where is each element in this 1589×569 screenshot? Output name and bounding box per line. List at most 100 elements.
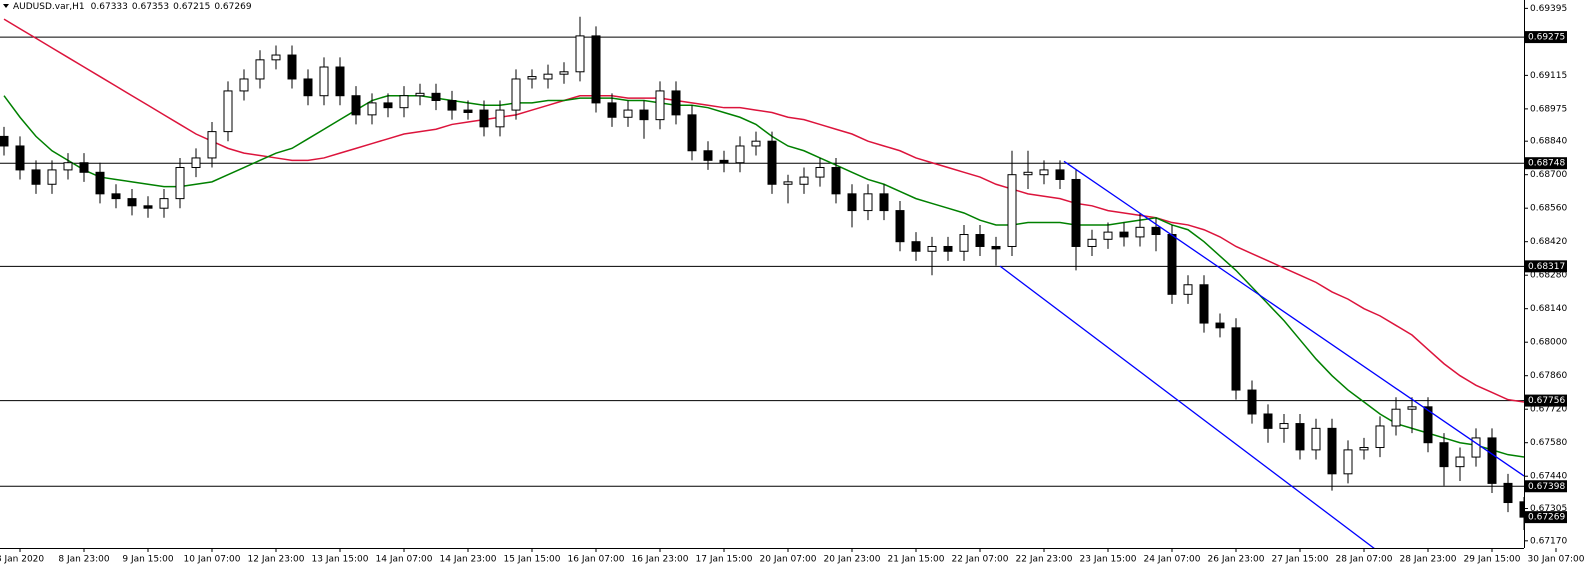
candle-body [591, 35, 601, 104]
candle-body [1183, 284, 1193, 295]
plot-area [0, 16, 1524, 548]
level-label-box [1525, 394, 1567, 407]
x-tick-label: 26 Jan 23:00 [1208, 555, 1265, 565]
candle-body [703, 150, 713, 161]
candle-body [463, 109, 473, 113]
y-tick-label: 0.68700 [1530, 170, 1567, 180]
candle-body [879, 193, 889, 212]
axes: 0.69395 0.69115 0.68975 0.68840 0.68700 0.685… [0, 4, 1585, 565]
candle-body [607, 102, 617, 118]
candle-body [559, 71, 569, 75]
candle-body [1311, 427, 1321, 451]
trend-line [999, 265, 1375, 548]
candle-body [143, 205, 153, 209]
candle-body [655, 90, 665, 121]
x-tick-label: 20 Jan 23:00 [824, 555, 881, 565]
level-label-box [1525, 480, 1567, 493]
candle-body [47, 169, 57, 185]
x-tick-label: 28 Jan 23:00 [1400, 555, 1457, 565]
candle-body [1487, 437, 1497, 484]
candle-body [303, 78, 313, 97]
candle-body [31, 169, 41, 185]
candle-body [1455, 456, 1465, 468]
candle-body [751, 140, 761, 147]
candle-body [847, 193, 857, 212]
y-tick-label: 0.68140 [1530, 304, 1567, 314]
candle-body [543, 73, 553, 80]
candle-body [1199, 284, 1209, 324]
candle-body [991, 245, 1001, 250]
level-label: 0.68748 [1528, 159, 1565, 169]
candle-body [575, 35, 585, 73]
candle-body [383, 102, 393, 109]
x-tick-label: 14 Jan 07:00 [376, 555, 433, 565]
candle-body [95, 171, 105, 195]
candle-body [159, 198, 169, 209]
x-tick-label: 16 Jan 07:00 [568, 555, 625, 565]
x-tick-label: 27 Jan 15:00 [1272, 555, 1329, 565]
candle-body [511, 78, 521, 111]
candle-body [1103, 231, 1113, 240]
x-tick-label: 12 Jan 23:00 [248, 555, 305, 565]
moving-average [3, 94, 1524, 458]
current-price-label: 0.67269 [1528, 513, 1565, 523]
y-tick-label: 0.68280 [1530, 271, 1567, 281]
menu-arrow[interactable] [3, 4, 9, 8]
candle-body [719, 159, 729, 164]
y-tick-label: 0.68420 [1530, 237, 1567, 247]
x-tick-label: 17 Jan 15:00 [696, 555, 753, 565]
y-tick-label: 0.68000 [1530, 338, 1567, 348]
candle-body [1087, 238, 1097, 247]
candle-body [1279, 423, 1289, 429]
x-tick-label: 22 Jan 23:00 [1016, 555, 1073, 565]
candle-body [815, 167, 825, 178]
x-tick-label: 29 Jan 15:00 [1464, 555, 1521, 565]
candle-body [127, 198, 137, 207]
y-tick-label: 0.67170 [1530, 536, 1567, 546]
candle-body [0, 135, 9, 147]
candle-body [927, 245, 937, 252]
candle-body [863, 193, 873, 212]
level-label-box [1525, 157, 1567, 170]
candle-body [1023, 171, 1033, 176]
candle-body [191, 157, 201, 169]
x-tick-label: 8 Jan 23:00 [58, 555, 110, 565]
x-tick-label: 30 Jan 07:00 [1528, 555, 1585, 565]
x-tick-label: 15 Jan 15:00 [504, 555, 561, 565]
candle-body [1007, 174, 1017, 247]
y-tick-label: 0.67580 [1530, 438, 1567, 448]
candle-body [911, 241, 921, 252]
x-tick-label: 23 Jan 15:00 [1080, 555, 1137, 565]
candle-body [959, 234, 969, 252]
candle-body [735, 145, 745, 164]
candle-body [239, 78, 249, 92]
candle-body [351, 95, 361, 116]
candle-body [399, 95, 409, 109]
candle-body [367, 102, 377, 116]
candle-body [1055, 169, 1065, 180]
y-tick-label: 0.69395 [1530, 4, 1567, 14]
candle-body [431, 92, 441, 102]
header-close: 0.67269 [214, 2, 251, 12]
candle-body [415, 92, 425, 97]
candle-body [687, 114, 697, 152]
x-tick-label: 8 Jan 2020 [0, 555, 44, 565]
candle-body [111, 193, 121, 200]
candle-body [767, 140, 777, 185]
candle-body [287, 54, 297, 80]
candle-body [255, 59, 265, 80]
candle-body [1471, 437, 1481, 458]
x-tick-label: 21 Jan 15:00 [888, 555, 945, 565]
candle-body [1119, 231, 1129, 238]
candle-body [975, 234, 985, 247]
candle-body [1071, 178, 1081, 247]
candle-body [1391, 408, 1401, 427]
candle-body [799, 176, 809, 185]
candle-body [319, 66, 329, 97]
candle-body [895, 210, 905, 243]
level-label-box [1525, 31, 1567, 44]
header-high: 0.67353 [132, 2, 169, 12]
candle-body [63, 162, 73, 171]
